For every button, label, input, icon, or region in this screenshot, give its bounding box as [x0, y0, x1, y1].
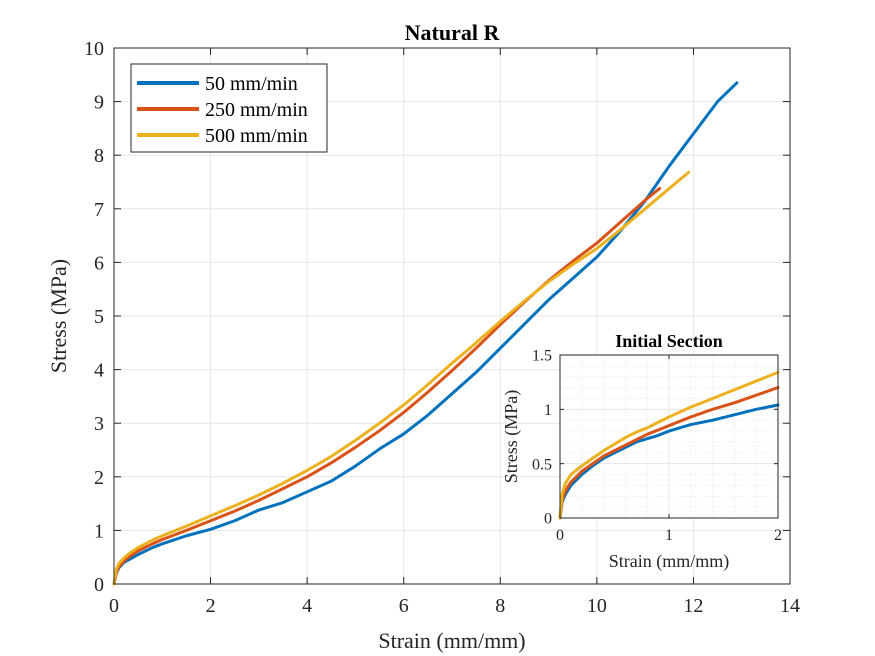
y-tick-label: 1 — [544, 402, 552, 419]
y-tick-label: 4 — [94, 360, 104, 382]
y-axis-label: Stress (MPa) — [501, 390, 522, 484]
x-tick-label: 6 — [399, 595, 409, 617]
y-tick-label: 0 — [544, 511, 552, 528]
x-tick-label: 4 — [302, 595, 312, 617]
y-tick-label: 3 — [94, 413, 104, 435]
inset-plot: 0 1 2 0 0.5 1 1.5 Initial Section Strain (mm/mm)… — [501, 331, 782, 572]
series-group — [112, 81, 739, 586]
y-tick-label: 0.5 — [532, 456, 552, 473]
x-tick-label: 8 — [495, 595, 505, 617]
x-axis-label: Strain (mm/mm) — [378, 628, 525, 653]
x-tick-label: 1 — [665, 527, 673, 544]
y-tick-label: 6 — [94, 252, 104, 274]
legend-label: 500 mm/min — [205, 125, 308, 147]
x-tick-label: 0 — [109, 595, 119, 617]
x-tick-label: 2 — [774, 527, 782, 544]
series-line-2 — [558, 370, 780, 520]
legend: 50 mm/min 250 mm/min 500 mm/min — [130, 63, 328, 153]
ticks: 0 1 2 0 0.5 1 1.5 — [532, 348, 782, 544]
chart-title: Natural R — [405, 20, 501, 45]
y-tick-label: 1.5 — [532, 348, 552, 365]
legend-label: 250 mm/min — [205, 99, 308, 121]
y-axis-label: Stress (MPa) — [46, 259, 71, 373]
x-tick-label: 14 — [780, 595, 800, 617]
x-tick-label: 12 — [683, 595, 703, 617]
y-tick-label: 0 — [94, 574, 104, 596]
series-line-50-mm-min — [112, 81, 739, 586]
series-line-500-mm-min — [112, 170, 691, 586]
legend-label: 50 mm/min — [205, 73, 298, 95]
y-tick-label: 1 — [94, 520, 104, 542]
y-tick-label: 7 — [94, 199, 104, 221]
series-group — [558, 370, 780, 520]
y-tick-label: 8 — [94, 145, 104, 167]
x-axis-label: Strain (mm/mm) — [609, 551, 730, 572]
x-tick-label: 10 — [587, 595, 607, 617]
y-tick-label: 9 — [94, 92, 104, 114]
chart-title: Initial Section — [615, 331, 723, 351]
y-tick-label: 2 — [94, 467, 104, 489]
x-tick-label: 2 — [206, 595, 216, 617]
series-line-0 — [558, 403, 780, 520]
x-tick-label: 0 — [556, 527, 564, 544]
series-line-1 — [558, 386, 780, 520]
y-tick-label: 10 — [84, 38, 104, 60]
y-tick-label: 5 — [94, 306, 104, 328]
